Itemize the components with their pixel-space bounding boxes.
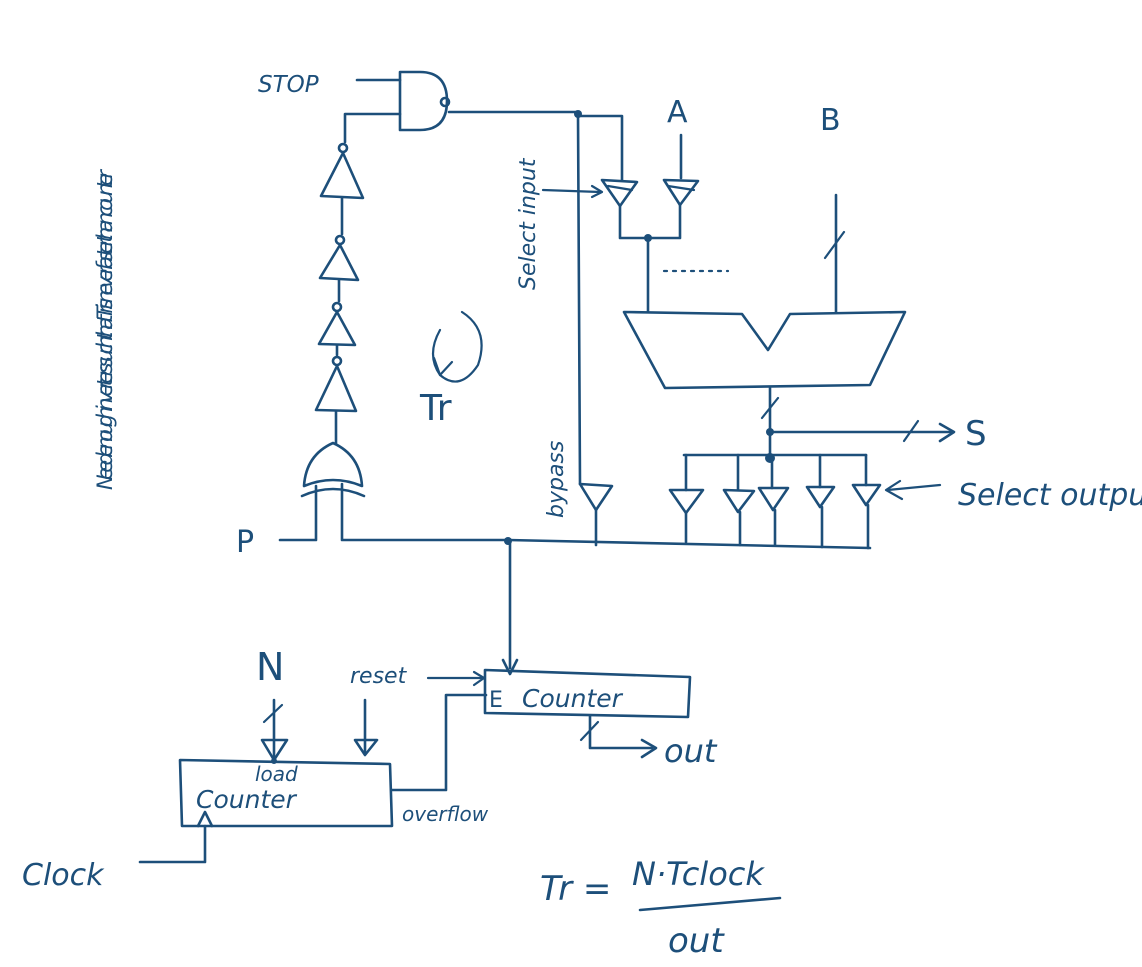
tristate-out-1 [668,453,705,544]
inverter-1 [319,151,365,200]
out-label: out [664,732,718,770]
xor-gate [278,441,510,542]
clock-wire [138,824,207,864]
tristate-out-2 [722,453,756,547]
formula-lhs: Tr = [540,869,611,909]
select-output-line1: Select output [958,478,1142,513]
oscillator-loop: Tr [278,70,582,542]
bus-slash-out [760,396,780,420]
tristate-input-loop [600,178,639,208]
formula-denominator: out [668,921,725,961]
loop-arrowhead [432,356,454,377]
tr-label: Tr [419,388,452,429]
bypass-label: bypass [544,441,569,518]
tristate-input-a [662,178,700,207]
bottom-bus-left [340,482,510,542]
tristate-out-4 [805,453,836,549]
inverter-bubble [331,355,343,367]
inverter-bubble [331,301,343,313]
e-label: E [489,688,503,713]
a-label: A [667,95,688,130]
inverter-chain [314,142,365,445]
n-label: N [256,645,284,689]
input-join-wire [618,203,682,240]
bottom-bus [506,538,872,550]
p-input-wire [278,484,318,542]
overflow-wire [390,693,488,792]
load-label: load [255,762,298,786]
output-select [504,453,942,550]
select-input-label: Select input [516,157,541,290]
inverter-bubble [337,142,349,154]
inverter-3 [317,310,357,347]
labels: STOP P A B S Select input bypass Select … [22,72,1142,961]
p-label: P [236,525,254,560]
bypass-line [576,112,582,486]
reset-label: reset [350,664,408,689]
formula-numerator: N·Tclock [632,855,765,893]
overflow-label: overflow [402,802,489,826]
note-label: Need enough inverters such that Tr is ne… [93,169,117,490]
load-counter-label: Counter [196,785,298,814]
select-output-arrow [886,483,942,492]
counter-section [138,539,692,864]
inverter-bubble [334,234,346,246]
counter-box [483,668,692,719]
clock-label: Clock [22,858,105,893]
bus-slash-b [823,230,846,260]
out-wire [588,714,654,750]
input-select [541,112,956,486]
counter-label: Counter [522,684,624,713]
formula-fraction-bar [638,896,782,912]
adder [622,310,907,390]
loop-arrow [431,310,483,383]
select-output-label: Select output [958,478,1142,513]
stop-label: STOP [258,72,319,98]
s-label: S [965,414,987,454]
select-input-arrow [541,188,602,194]
load-counter-box [178,758,394,828]
inverter-2 [318,243,360,282]
loop-to-tristate-wire [576,114,624,182]
feedback-wire [343,112,402,144]
tristate-out-3 [757,456,790,547]
nand-bubble [439,96,451,108]
inverter-4 [314,364,358,413]
tristate-bypass [578,482,614,547]
b-label: B [820,103,841,138]
tristate-out-5 [851,453,882,550]
nand-gate [398,70,449,132]
